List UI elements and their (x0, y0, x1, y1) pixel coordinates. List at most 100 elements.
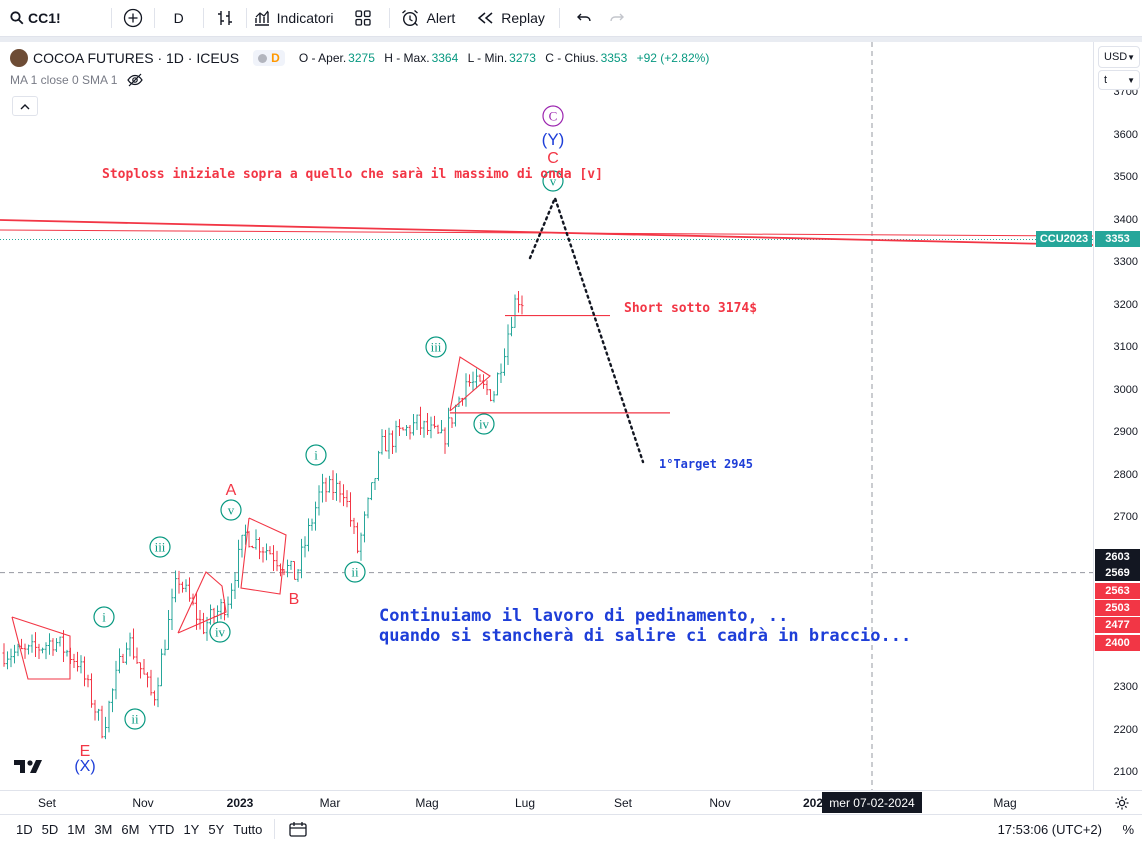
status-dot-icon (258, 53, 268, 63)
range-ytd[interactable]: YTD (148, 821, 175, 837)
wave-v-1-text: v (228, 503, 235, 518)
alert-button[interactable]: Alert (400, 0, 455, 37)
wave-i-1-text: i (102, 610, 106, 625)
ohlc-bar (153, 690, 156, 706)
wave-ii-1-text: ii (131, 712, 139, 727)
templates-button[interactable] (343, 0, 383, 37)
comment-note[interactable]: Continuiamo il lavoro di pedinamento, ..… (379, 606, 911, 646)
triangle-pattern-1[interactable] (11, 616, 71, 680)
wave-iii-1[interactable]: iii (149, 536, 171, 558)
clock[interactable]: 17:53:06 (UTC+2) (997, 821, 1102, 837)
series-tag: CCU2023 (1036, 231, 1092, 248)
ohlc-bar (30, 634, 34, 653)
time-tick: Set (37, 796, 57, 810)
triangle-pattern-iv[interactable] (449, 356, 491, 412)
wave-iii-2[interactable]: iii (425, 336, 447, 358)
wave-iv-2[interactable]: iv (473, 413, 495, 435)
close-label: C - Chius. (545, 51, 599, 65)
ohlc-bar (447, 407, 450, 447)
ohlc-bar (72, 653, 76, 669)
wave-i-2-text: i (314, 448, 318, 463)
ohlc-bar (464, 373, 468, 407)
ohlc-bar (37, 643, 41, 659)
indicators-button[interactable]: Indicatori (253, 0, 333, 37)
projection-path[interactable] (528, 194, 645, 464)
ohlc-bar (90, 673, 93, 708)
ohlc-bar (118, 648, 121, 674)
replay-button[interactable]: Replay (477, 0, 545, 37)
target-note[interactable]: 1°Target 2945 (659, 457, 753, 471)
wave-v-2[interactable]: v (542, 170, 564, 192)
date-range-button[interactable] (289, 821, 309, 837)
range-5y[interactable]: 5Y (208, 821, 225, 837)
ohlc-bar (335, 473, 338, 501)
percent-scale-button[interactable]: % (1122, 821, 1134, 837)
wave-i-2[interactable]: i (305, 444, 327, 466)
range-1m[interactable]: 1M (67, 821, 86, 837)
wave-ii-1[interactable]: ii (124, 708, 146, 730)
ohlc-bar (27, 644, 30, 655)
ohlc-bar (177, 570, 181, 594)
triangle-pattern-b[interactable] (240, 517, 287, 595)
indicator-legend[interactable]: MA 1 close 0 SMA 1 (10, 73, 144, 87)
ohlc-bar (513, 294, 517, 328)
range-all[interactable]: Tutto (233, 821, 263, 837)
ohlc-bar (328, 475, 331, 493)
market-status-badge[interactable]: D (253, 50, 285, 66)
time-axis[interactable]: Mag 202 Nov Set Lug Mag Mar 2023 Nov Set mer 07-0… (0, 790, 1142, 814)
wave-iv-1[interactable]: iv (209, 621, 231, 643)
divider (558, 8, 560, 28)
redo-button[interactable] (602, 0, 632, 37)
unit-select[interactable]: t ▼ (1098, 70, 1140, 90)
stoploss-note[interactable]: Stoploss iniziale sopra a quello che sar… (102, 167, 603, 182)
price-tick: 2900 (1113, 426, 1138, 438)
collapse-legend-button[interactable] (12, 96, 38, 116)
wave-v-1[interactable]: v (220, 499, 242, 521)
ohlc-bar (100, 705, 104, 739)
symbol-search-button[interactable]: CC1! (0, 0, 71, 37)
range-1y[interactable]: 1Y (183, 821, 200, 837)
price-tick: 2100 (1113, 766, 1138, 778)
range-3m[interactable]: 3M (94, 821, 113, 837)
high-value: 3364 (431, 51, 459, 65)
wedge-pattern-1[interactable] (177, 571, 227, 634)
currency-select[interactable]: USD ▼ (1098, 46, 1140, 68)
ohlc-bar (132, 628, 135, 660)
ohlc-bar (405, 424, 408, 437)
divider (389, 8, 391, 28)
ohlc-bar (55, 638, 58, 652)
wave-ii-2[interactable]: ii (344, 561, 366, 583)
ohlc-bar (160, 648, 163, 687)
ohlc-bar (324, 477, 328, 502)
ohlc-bar (86, 674, 90, 688)
ohlc-bar (436, 424, 440, 435)
wave-i-1[interactable]: i (93, 606, 115, 628)
range-6m[interactable]: 6M (121, 821, 140, 837)
ohlc-bar (398, 419, 401, 437)
price-tick: 2300 (1113, 681, 1138, 693)
short-note[interactable]: Short sotto 3174$ (624, 301, 758, 316)
time-tick: 2023 (226, 796, 254, 810)
ohlc-bar (58, 636, 62, 647)
ohlc-bar (76, 651, 79, 672)
bar-style-button[interactable] (210, 0, 240, 37)
high-label: H - Max. (384, 51, 430, 65)
open-value: 3275 (348, 51, 375, 65)
axis-settings-button[interactable] (1114, 795, 1130, 816)
undo-button[interactable] (566, 0, 602, 37)
range-5d[interactable]: 5D (41, 821, 59, 837)
wave-c-circle[interactable]: C (542, 105, 564, 127)
interval-button[interactable]: D (161, 0, 197, 37)
range-1d[interactable]: 1D (16, 821, 33, 837)
ohlc-bar (475, 368, 478, 389)
tradingview-logo[interactable] (14, 758, 46, 779)
wave-iv-1-circle (209, 621, 231, 643)
add-symbol-button[interactable] (118, 0, 148, 37)
ohlc-bar (286, 559, 289, 578)
comment-line-1: Continuiamo il lavoro di pedinamento, .. (379, 606, 789, 626)
stoploss-line-thin[interactable] (0, 229, 1093, 237)
price-axis[interactable]: 3700 3600 3500 3400 3300 3200 3100 3000 2900 2800… (1093, 42, 1142, 790)
eye-hidden-icon[interactable] (127, 73, 144, 87)
toolbar-strip (0, 37, 1142, 42)
